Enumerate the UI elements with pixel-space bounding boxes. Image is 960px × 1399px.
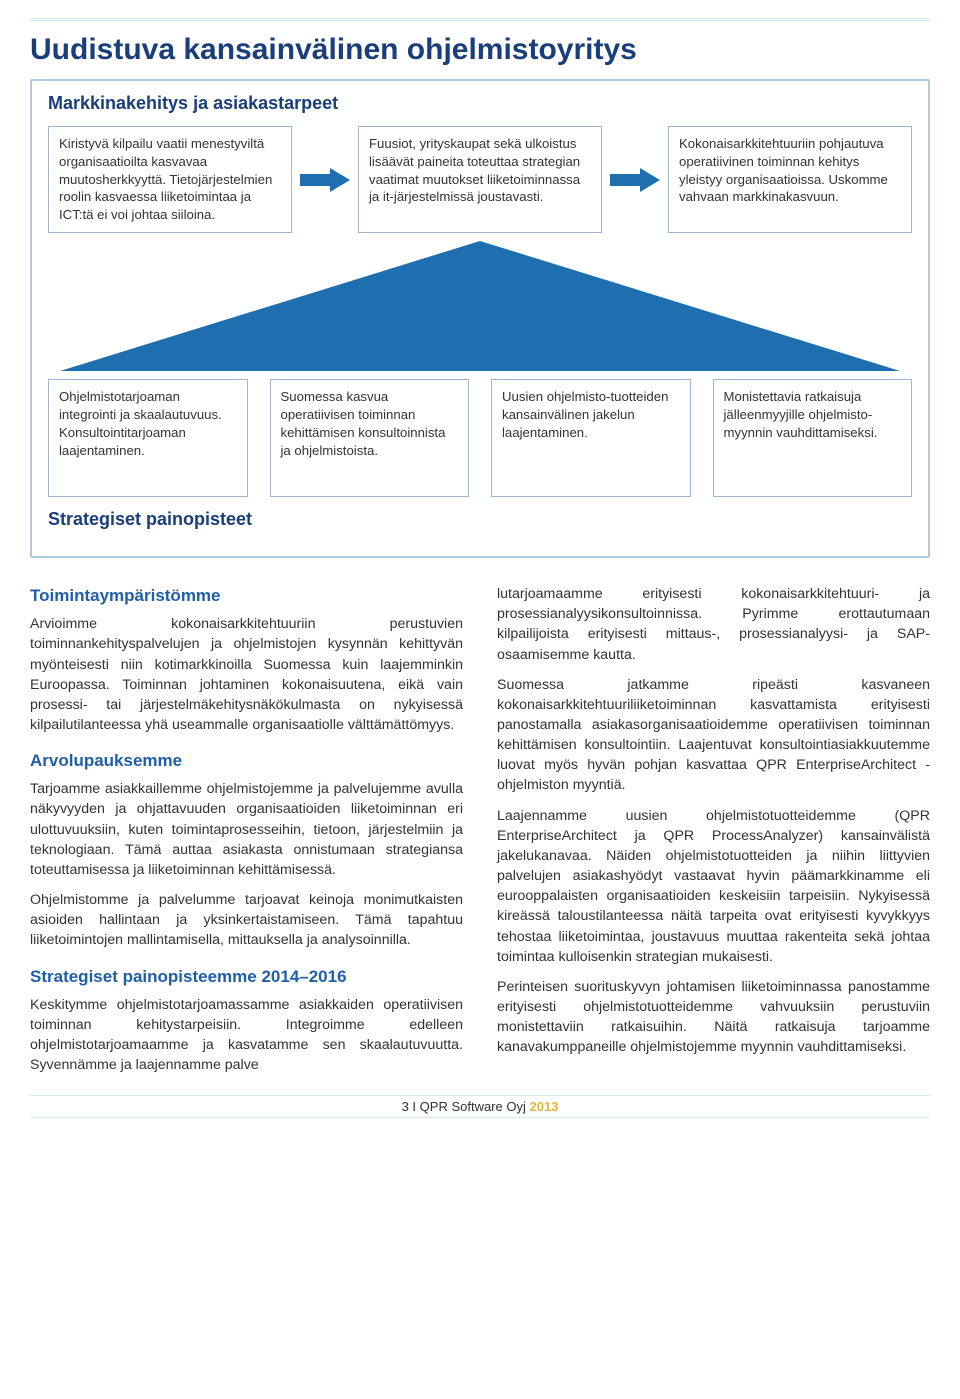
diagram-top-label: Markkinakehitys ja asiakastarpeet — [48, 93, 912, 114]
body-columns: Toimintaympäristömme Arvioimme kokonaisa… — [30, 582, 930, 1075]
market-box-1: Kiristyvä kilpailu vaatii menestyviltä o… — [48, 126, 292, 233]
heading-strategy: Strategiset painopisteemme 2014–2016 — [30, 965, 463, 989]
diagram-top-row: Kiristyvä kilpailu vaatii menestyviltä o… — [48, 126, 912, 233]
pyramid-icon — [60, 241, 900, 371]
heading-environment: Toimintaympäristömme — [30, 584, 463, 608]
footer-brand: QPR Software Oyj — [420, 1099, 526, 1114]
para-strategy-1: Keskitymme ohjelmistotarjoamassamme asia… — [30, 995, 463, 1076]
focus-box-2: Suomessa kasvua operatiivisen toiminnan … — [270, 379, 470, 497]
para-value-1: Tarjoamme asiakkaillemme ohjelmistojemme… — [30, 779, 463, 880]
market-box-2: Fuusiot, yrityskaupat sekä ulkoistus lis… — [358, 126, 602, 233]
footer-sep: I — [409, 1099, 420, 1114]
focus-box-1: Ohjelmistotarjoaman integrointi ja skaal… — [48, 379, 248, 497]
rule-top — [30, 18, 930, 21]
diagram-bottom-row: Ohjelmistotarjoaman integrointi ja skaal… — [48, 379, 912, 497]
diagram-bottom-label: Strategiset painopisteet — [48, 509, 912, 530]
para-right-4: Perinteisen suorituskyvyn johtamisen lii… — [497, 977, 930, 1058]
arrow-2 — [602, 126, 668, 233]
column-right: lutarjoamaamme erityisesti kokonaisarkki… — [497, 582, 930, 1075]
focus-box-4: Monistettavia ratkaisuja jälleenmyyjille… — [713, 379, 913, 497]
strategy-diagram: Markkinakehitys ja asiakastarpeet Kirist… — [30, 79, 930, 558]
page-footer: 3 I QPR Software Oyj 2013 — [30, 1095, 930, 1118]
para-value-2: Ohjelmistomme ja palvelumme tarjoavat ke… — [30, 890, 463, 950]
heading-value: Arvolupauksemme — [30, 749, 463, 773]
para-right-1: lutarjoamaamme erityisesti kokonaisarkki… — [497, 584, 930, 665]
market-box-3: Kokonaisarkkitehtuuriin pohjautuva opera… — [668, 126, 912, 233]
arrow-right-icon — [610, 168, 660, 192]
page-number: 3 — [402, 1099, 409, 1114]
page-title: Uudistuva kansainvälinen ohjelmistoyrity… — [30, 33, 930, 67]
page-root: Uudistuva kansainvälinen ohjelmistoyrity… — [0, 0, 960, 1128]
arrow-right-icon — [300, 168, 350, 192]
para-env-1: Arvioimme kokonaisarkkitehtuuriin perust… — [30, 614, 463, 735]
para-right-3: Laajennamme uusien ohjelmistotuotteidemm… — [497, 806, 930, 967]
pyramid — [48, 241, 912, 371]
focus-box-3: Uusien ohjelmisto-tuotteiden kansainväli… — [491, 379, 691, 497]
para-right-2: Suomessa jatkamme ripeästi kasvaneen kok… — [497, 675, 930, 796]
arrow-1 — [292, 126, 358, 233]
footer-year: 2013 — [529, 1099, 558, 1114]
column-left: Toimintaympäristömme Arvioimme kokonaisa… — [30, 582, 463, 1075]
